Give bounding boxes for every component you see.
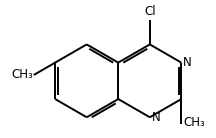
Text: N: N bbox=[183, 56, 192, 69]
Text: Cl: Cl bbox=[144, 5, 156, 18]
Text: N: N bbox=[152, 111, 160, 124]
Text: CH₃: CH₃ bbox=[183, 116, 205, 129]
Text: CH₃: CH₃ bbox=[11, 68, 33, 81]
